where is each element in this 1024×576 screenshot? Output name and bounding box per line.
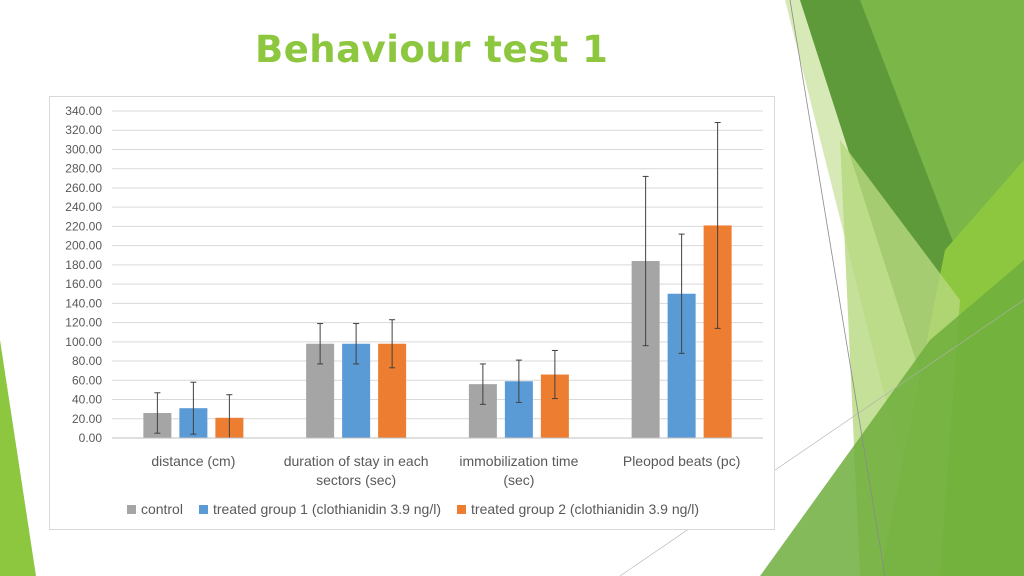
legend-swatch — [126, 504, 136, 514]
bar-chart: 0.00 20.00 40.00 60.00 80.00 100.00 120.00 140.… — [65, 104, 763, 488]
x-category-label: sectors (sec) — [316, 472, 396, 488]
y-tick-label: 280.00 — [65, 162, 102, 176]
y-tick-label: 300.00 — [65, 142, 102, 156]
y-tick-label: 180.00 — [65, 258, 102, 272]
x-category-label: (sec) — [503, 472, 534, 488]
left-green-shape — [0, 340, 36, 576]
legend-swatch — [198, 504, 208, 514]
right-lower-shape — [760, 260, 1024, 576]
y-tick-label: 140.00 — [65, 296, 102, 310]
y-tick-label: 160.00 — [65, 277, 102, 291]
y-tick-label: 200.00 — [65, 239, 102, 253]
y-tick-label: 80.00 — [72, 354, 102, 368]
legend-label: treated group 1 (clothianidin 3.9 ng/l) — [212, 501, 442, 517]
y-tick-label: 20.00 — [72, 412, 102, 426]
legend-swatch — [457, 504, 467, 514]
legend-item: control — [126, 501, 183, 517]
y-tick-label: 0.00 — [79, 431, 103, 445]
decor-line — [789, 0, 886, 576]
y-tick-label: 320.00 — [65, 123, 102, 137]
x-category-label: Pleopod beats (pc) — [623, 453, 741, 469]
y-tick-label: 60.00 — [72, 373, 102, 387]
x-category-label: distance (cm) — [151, 453, 235, 469]
y-tick-label: 220.00 — [65, 219, 102, 233]
chart-legend: control treated group 1 (clothianidin 3.9… — [50, 501, 776, 517]
y-tick-label: 40.00 — [72, 393, 102, 407]
y-tick-label: 260.00 — [65, 181, 102, 195]
x-category-label: duration of stay in each — [284, 453, 429, 469]
legend-item: treated group 1 (clothianidin 3.9 ng/l) — [198, 501, 442, 517]
slide-title: Behaviour test 1 — [255, 28, 609, 71]
y-tick-label: 120.00 — [65, 316, 102, 330]
x-category-label: immobilization time — [459, 453, 578, 469]
y-tick-label: 240.00 — [65, 200, 102, 214]
y-tick-label: 340.00 — [65, 104, 102, 118]
legend-label: treated group 2 (clothianidin 3.9 ng/l) — [471, 501, 700, 517]
legend-label: control — [140, 501, 183, 517]
decor-line — [619, 299, 1024, 576]
y-tick-label: 100.00 — [65, 335, 102, 349]
legend-item: treated group 2 (clothianidin 3.9 ng/l) — [457, 501, 699, 517]
chart-area: 0.00 20.00 40.00 60.00 80.00 100.00 120.00 140.… — [49, 96, 775, 530]
